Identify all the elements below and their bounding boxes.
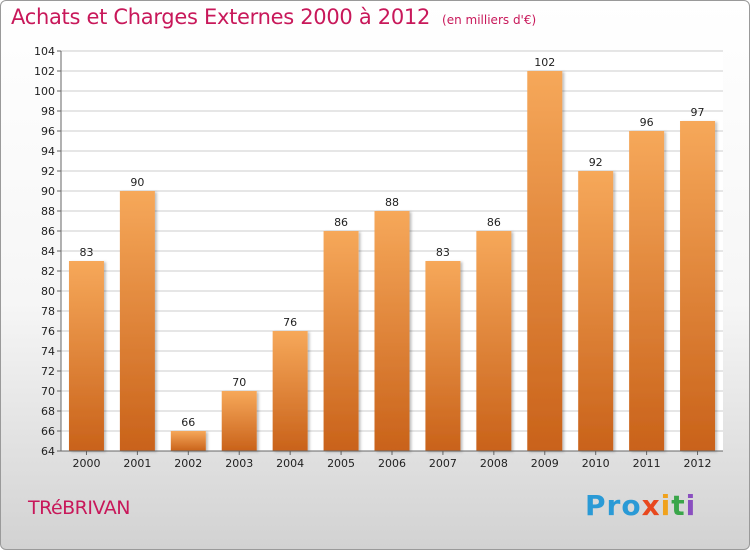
x-tick-label: 2000 bbox=[72, 457, 100, 470]
x-tick-label: 2011 bbox=[633, 457, 661, 470]
y-tick-label: 68 bbox=[41, 405, 55, 418]
x-tick-label: 2006 bbox=[378, 457, 406, 470]
x-tick-label: 2009 bbox=[531, 457, 559, 470]
logo-letter: r bbox=[606, 489, 622, 522]
y-tick-label: 102 bbox=[34, 65, 55, 78]
value-label: 96 bbox=[640, 116, 654, 129]
logo-letter: x bbox=[641, 489, 661, 522]
bar-2004[interactable] bbox=[272, 331, 308, 451]
y-tick-label: 78 bbox=[41, 305, 55, 318]
chart-title: Achats et Charges Externes 2000 à 2012 bbox=[11, 5, 431, 29]
bar-2000[interactable] bbox=[68, 261, 104, 451]
bar-2002[interactable] bbox=[170, 431, 206, 451]
bar-2005[interactable] bbox=[323, 231, 359, 451]
x-tick-label: 2008 bbox=[480, 457, 508, 470]
y-tick-label: 92 bbox=[41, 165, 55, 178]
logo-letter: t bbox=[671, 489, 686, 522]
bar-2010[interactable] bbox=[578, 171, 614, 451]
proxiti-logo[interactable]: Proxiti bbox=[585, 489, 696, 522]
bar-2012[interactable] bbox=[680, 121, 716, 451]
y-tick-label: 64 bbox=[41, 445, 55, 458]
value-label: 70 bbox=[232, 376, 246, 389]
bar-2006[interactable] bbox=[374, 211, 410, 451]
bar-2008[interactable] bbox=[476, 231, 512, 451]
value-label: 90 bbox=[130, 176, 144, 189]
bar-2009[interactable] bbox=[527, 71, 563, 451]
y-tick-label: 104 bbox=[34, 45, 55, 58]
x-tick-label: 2007 bbox=[429, 457, 457, 470]
y-tick-label: 80 bbox=[41, 285, 55, 298]
x-tick-label: 2002 bbox=[174, 457, 202, 470]
y-tick-label: 84 bbox=[41, 245, 55, 258]
y-tick-label: 88 bbox=[41, 205, 55, 218]
logo-letter: o bbox=[621, 489, 642, 522]
x-tick-label: 2003 bbox=[225, 457, 253, 470]
y-tick-label: 90 bbox=[41, 185, 55, 198]
bar-2001[interactable] bbox=[119, 191, 155, 451]
logo-letter: i bbox=[660, 489, 672, 522]
value-label: 102 bbox=[534, 56, 555, 69]
x-tick-label: 2001 bbox=[123, 457, 151, 470]
commune-name: TRéBRIVAN bbox=[28, 497, 130, 519]
y-tick-label: 98 bbox=[41, 105, 55, 118]
y-tick-label: 74 bbox=[41, 345, 55, 358]
y-tick-label: 72 bbox=[41, 365, 55, 378]
logo-letter: i bbox=[685, 489, 697, 522]
y-tick-label: 100 bbox=[34, 85, 55, 98]
value-label: 88 bbox=[385, 196, 399, 209]
bar-2011[interactable] bbox=[629, 131, 665, 451]
y-tick-label: 76 bbox=[41, 325, 55, 338]
y-tick-label: 82 bbox=[41, 265, 55, 278]
bar-2003[interactable] bbox=[221, 391, 257, 451]
x-tick-label: 2005 bbox=[327, 457, 355, 470]
x-tick-label: 2004 bbox=[276, 457, 304, 470]
logo-letter: P bbox=[585, 489, 607, 522]
value-label: 92 bbox=[589, 156, 603, 169]
value-label: 83 bbox=[79, 246, 93, 259]
chart-unit: (en milliers d'€) bbox=[442, 13, 537, 27]
value-label: 66 bbox=[181, 416, 195, 429]
bar-2007[interactable] bbox=[425, 261, 461, 451]
value-label: 83 bbox=[436, 246, 450, 259]
y-tick-label: 66 bbox=[41, 425, 55, 438]
y-tick-label: 86 bbox=[41, 225, 55, 238]
value-label: 76 bbox=[283, 316, 297, 329]
title-row: Achats et Charges Externes 2000 à 2012 (e… bbox=[11, 5, 536, 29]
y-tick-label: 70 bbox=[41, 385, 55, 398]
y-tick-label: 94 bbox=[41, 145, 55, 158]
x-tick-label: 2010 bbox=[582, 457, 610, 470]
value-label: 86 bbox=[487, 216, 501, 229]
value-label: 97 bbox=[691, 106, 705, 119]
value-label: 86 bbox=[334, 216, 348, 229]
x-tick-label: 2012 bbox=[684, 457, 712, 470]
y-tick-label: 96 bbox=[41, 125, 55, 138]
